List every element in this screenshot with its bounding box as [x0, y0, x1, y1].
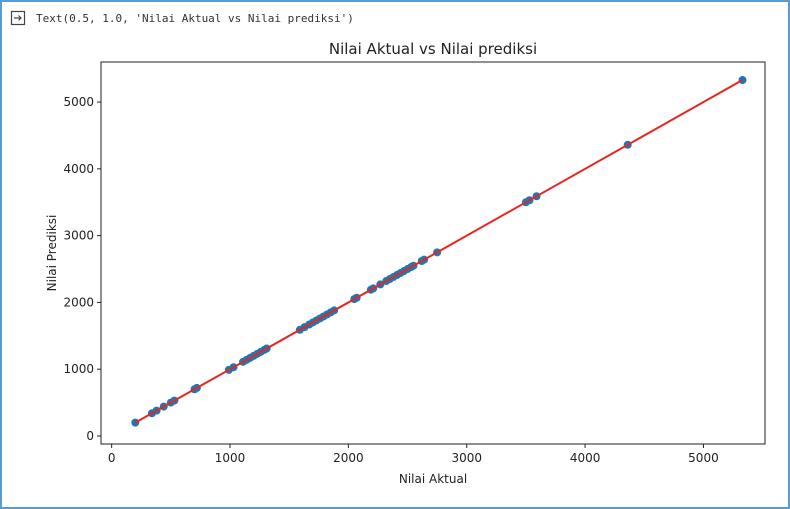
x-tick-label: 1000: [215, 451, 246, 465]
data-marks: [131, 76, 747, 427]
x-tick-label: 0: [108, 451, 116, 465]
axis-ticks: 0 1000 2000 3000 4000 5000 0 1000 2000 3000 4000 50…: [63, 95, 718, 465]
y-tick-label: 5000: [63, 95, 94, 109]
y-tick-label: 2000: [63, 295, 94, 309]
output-header: Text(0.5, 1.0, 'Nilai Aktual vs Nilai pr…: [10, 10, 354, 26]
plot-area: [100, 61, 766, 445]
x-tick-label: 2000: [333, 451, 364, 465]
x-tick-label: 5000: [688, 451, 719, 465]
y-tick-label: 3000: [63, 229, 94, 243]
x-axis-label: Nilai Aktual: [399, 472, 467, 486]
output-text: Text(0.5, 1.0, 'Nilai Aktual vs Nilai pr…: [36, 11, 354, 25]
y-tick-label: 4000: [63, 162, 94, 176]
x-tick-label: 4000: [570, 451, 601, 465]
y-tick-label: 0: [86, 429, 94, 443]
y-axis-label: Nilai Prediksi: [45, 215, 59, 292]
output-arrow-icon[interactable]: [10, 10, 26, 26]
y-tick-label: 1000: [63, 362, 94, 376]
regression-line: [134, 79, 744, 424]
x-tick-label: 3000: [451, 451, 482, 465]
chart-title: Nilai Aktual vs Nilai prediksi: [329, 40, 537, 58]
